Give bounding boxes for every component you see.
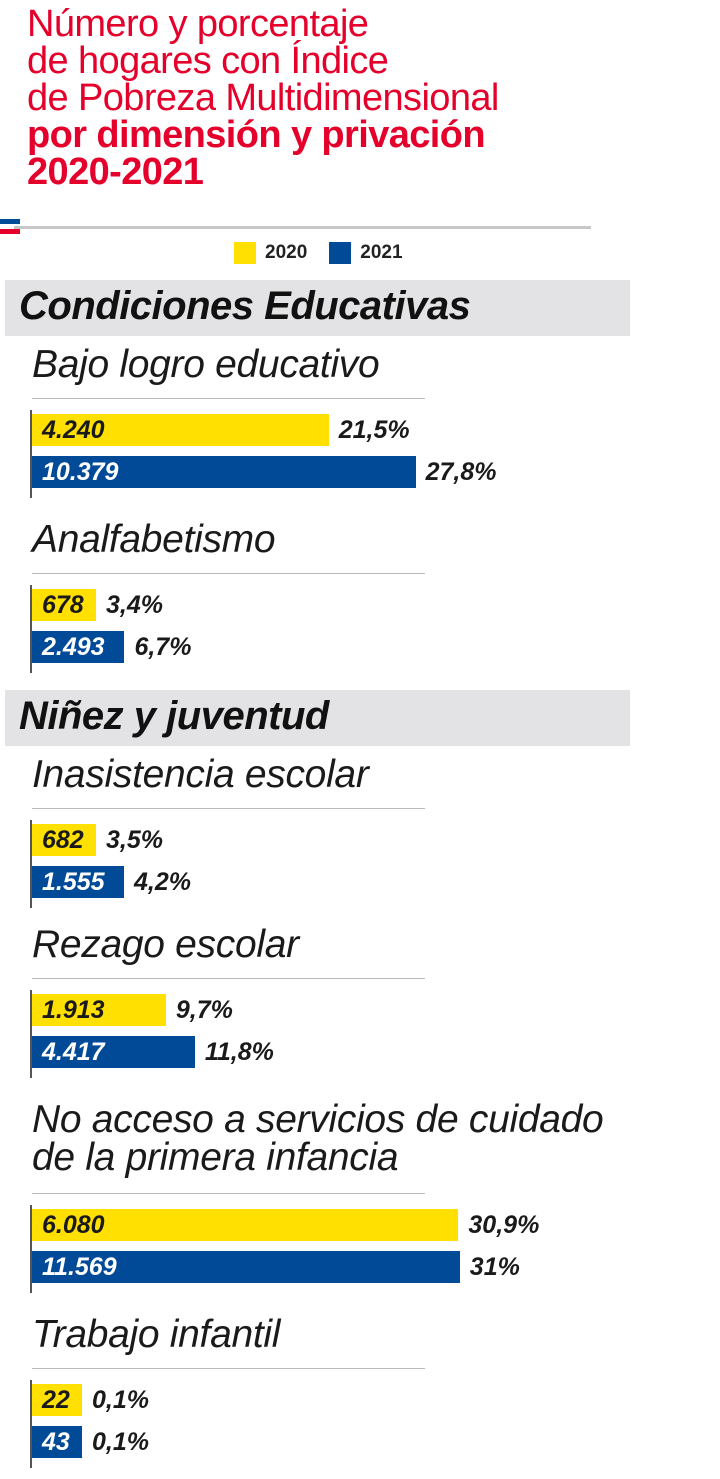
indicator-label: Analfabetismo <box>32 518 276 561</box>
bar-2021: 1.555 <box>32 866 124 898</box>
title-line-bold: por dimensión y privación <box>27 114 486 156</box>
bar-2020: 678 <box>32 589 96 621</box>
title-divider <box>14 226 591 229</box>
bar-count-label: 11.569 <box>42 1253 117 1281</box>
bar-percent-label: 3,5% <box>106 826 163 854</box>
legend-item-2020: 2020 <box>234 242 307 264</box>
indicator-divider <box>32 398 425 399</box>
bar-count-label: 678 <box>42 591 84 619</box>
title-line-bold: 2020-2021 <box>27 151 204 193</box>
section-header: Condiciones Educativas <box>5 280 630 336</box>
bar-axis <box>30 585 32 673</box>
indicator-divider <box>32 1368 425 1369</box>
bar-percent-label: 6,7% <box>134 633 192 661</box>
legend-swatch <box>329 242 352 264</box>
bar-2020: 1.913 <box>32 994 166 1026</box>
bar-count-label: 1.913 <box>42 996 105 1024</box>
indicator-label: No acceso a servicios de cuidado de la pr… <box>32 1098 604 1179</box>
bar-percent-label: 27,8% <box>425 458 497 486</box>
bar-2020: 6.080 <box>32 1209 459 1241</box>
indicator-label-line: Rezago escolar <box>32 923 299 966</box>
bar-axis <box>30 410 32 498</box>
bar-2021: 2.493 <box>32 631 125 663</box>
bar-2021: 11.569 <box>32 1251 460 1283</box>
indicator-label: Inasistencia escolar <box>32 753 369 796</box>
title-line: Número y porcentaje <box>27 3 369 45</box>
bar-count-label: 43 <box>42 1428 70 1456</box>
bar-2021: 43 <box>32 1426 82 1458</box>
chart-title: Número y porcentaje de hogares con Índice… <box>27 3 707 193</box>
bar-percent-label: 3,4% <box>106 591 163 619</box>
title-line: de hogares con Índice <box>27 40 389 82</box>
bar-count-label: 1.555 <box>42 868 105 896</box>
indicator-divider <box>32 808 425 809</box>
bar-2020: 4.240 <box>32 414 329 446</box>
section-title: Condiciones Educativas <box>19 284 471 328</box>
indicator-label: Trabajo infantil <box>32 1313 281 1356</box>
section-header: Niñez y juventud <box>5 690 630 746</box>
indicator-divider <box>32 573 425 574</box>
legend-label: 2020 <box>265 242 308 263</box>
bar-2020: 682 <box>32 824 96 856</box>
bar-axis <box>30 1205 32 1293</box>
bar-percent-label: 31% <box>469 1253 520 1281</box>
bar-count-label: 10.379 <box>42 458 119 486</box>
bar-axis <box>30 820 32 908</box>
indicator-divider <box>32 1193 425 1194</box>
bar-2021: 10.379 <box>32 456 416 488</box>
bar-axis <box>30 1380 32 1468</box>
indicator-label-line: No acceso a servicios de cuidado <box>32 1098 604 1141</box>
indicator-divider <box>32 978 425 979</box>
bar-axis <box>30 990 32 1078</box>
bar-count-label: 22 <box>42 1386 70 1414</box>
flag-icon <box>0 219 20 234</box>
bar-percent-label: 4,2% <box>134 868 191 896</box>
bar-percent-label: 0,1% <box>92 1428 149 1456</box>
indicator-label-line: Inasistencia escolar <box>32 753 369 796</box>
section-title: Niñez y juventud <box>19 694 329 738</box>
legend: 2020 2021 <box>234 242 425 264</box>
legend-swatch <box>234 242 256 264</box>
title-line: de Pobreza Multidimensional <box>27 77 499 119</box>
bar-percent-label: 0,1% <box>92 1386 149 1414</box>
bar-percent-label: 21,5% <box>338 416 410 444</box>
bar-count-label: 4.240 <box>42 416 105 444</box>
bar-percent-label: 30,9% <box>468 1211 540 1239</box>
legend-label: 2021 <box>360 242 403 263</box>
bar-count-label: 6.080 <box>42 1211 105 1239</box>
bar-count-label: 682 <box>42 826 84 854</box>
indicator-label: Rezago escolar <box>32 923 299 966</box>
indicator-label-line: Bajo logro educativo <box>32 343 380 386</box>
bar-2021: 4.417 <box>32 1036 195 1068</box>
indicator-label-line: de la primera infancia <box>32 1136 399 1179</box>
indicator-label: Bajo logro educativo <box>32 343 380 386</box>
bar-percent-label: 9,7% <box>175 996 233 1024</box>
bar-percent-label: 11,8% <box>204 1038 274 1066</box>
indicator-label-line: Analfabetismo <box>32 518 276 561</box>
indicator-label-line: Trabajo infantil <box>32 1313 281 1356</box>
bar-2020: 22 <box>32 1384 82 1416</box>
bar-count-label: 4.417 <box>42 1038 105 1066</box>
legend-item-2021: 2021 <box>329 242 403 264</box>
bar-count-label: 2.493 <box>42 633 105 661</box>
